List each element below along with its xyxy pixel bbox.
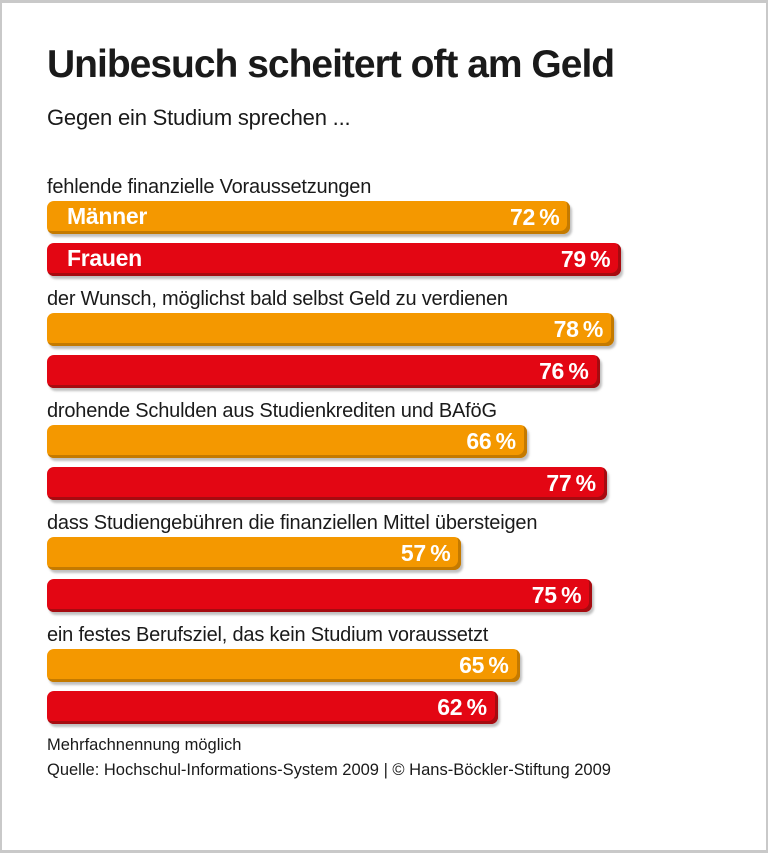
- bar-value-label: 65 %: [459, 652, 509, 678]
- bar-row: 62 %: [47, 691, 768, 724]
- bar-row: 77 %: [47, 467, 768, 500]
- bar-row: 75 %: [47, 579, 768, 612]
- bar-value-label: 72 %: [509, 204, 560, 230]
- bar-group: der Wunsch, möglichst bald selbst Geld z…: [47, 285, 768, 388]
- bar-row: 78 %: [47, 313, 768, 346]
- bar-frauen: 62 %: [47, 691, 498, 724]
- category-label: ein festes Berufsziel, das kein Studium …: [47, 624, 489, 646]
- bar-row: Frauen 79 %: [47, 243, 768, 276]
- category-label: fehlende finanzielle Voraussetzungen: [47, 176, 372, 198]
- bar-value-label: 78 %: [553, 316, 604, 342]
- bar-group: ein festes Berufsziel, das kein Studium …: [47, 621, 768, 724]
- bar-row: Männer 72 %: [47, 201, 768, 234]
- footer-source: Quelle: Hochschul-Informations-System 20…: [47, 761, 611, 779]
- bar-group: drohende Schulden aus Studienkrediten un…: [47, 397, 768, 500]
- bar-row: 66 %: [47, 425, 768, 458]
- bar-frauen: 77 %: [47, 467, 607, 500]
- bar-value-label: 62 %: [437, 694, 487, 720]
- bar-row: 57 %: [47, 537, 768, 570]
- bar-value-label: 66 %: [466, 428, 516, 454]
- bar-group: dass Studiengebühren die finanziellen Mi…: [47, 509, 768, 612]
- category-label: drohende Schulden aus Studienkrediten un…: [47, 400, 497, 422]
- bar-row: 65 %: [47, 649, 768, 682]
- footer-note: Mehrfachnennung möglich: [47, 736, 242, 754]
- bar-maenner: 78 %: [47, 313, 615, 346]
- chart: fehlende finanzielle Voraussetzungen Männ…: [47, 173, 768, 724]
- bar-maenner: 66 %: [47, 425, 527, 458]
- page-title: Unibesuch scheitert oft am Geld: [47, 43, 615, 86]
- series-label-frauen: Frauen: [67, 245, 142, 271]
- bar-value-label: 77 %: [546, 470, 596, 496]
- bar-frauen: 75 %: [47, 579, 593, 612]
- bar-maenner: 57 %: [47, 537, 462, 570]
- bar-frauen: Frauen 79 %: [47, 243, 622, 276]
- bar-maenner: Männer 72 %: [47, 201, 571, 234]
- bar-frauen: 76 %: [47, 355, 600, 388]
- bar-value-label: 79 %: [560, 246, 611, 272]
- page-subtitle: Gegen ein Studium sprechen ...: [47, 105, 351, 130]
- bar-value-label: 76 %: [539, 358, 589, 384]
- footer: Mehrfachnennung möglich Quelle: Hochschu…: [47, 733, 766, 783]
- category-label: dass Studiengebühren die finanziellen Mi…: [47, 512, 538, 534]
- bar-group: fehlende finanzielle Voraussetzungen Männ…: [47, 173, 768, 276]
- bar-maenner: 65 %: [47, 649, 520, 682]
- bar-value-label: 57 %: [400, 540, 451, 566]
- series-label-maenner: Männer: [67, 203, 147, 229]
- bar-value-label: 75 %: [531, 582, 582, 608]
- category-label: der Wunsch, möglichst bald selbst Geld z…: [47, 288, 508, 310]
- bar-row: 76 %: [47, 355, 768, 388]
